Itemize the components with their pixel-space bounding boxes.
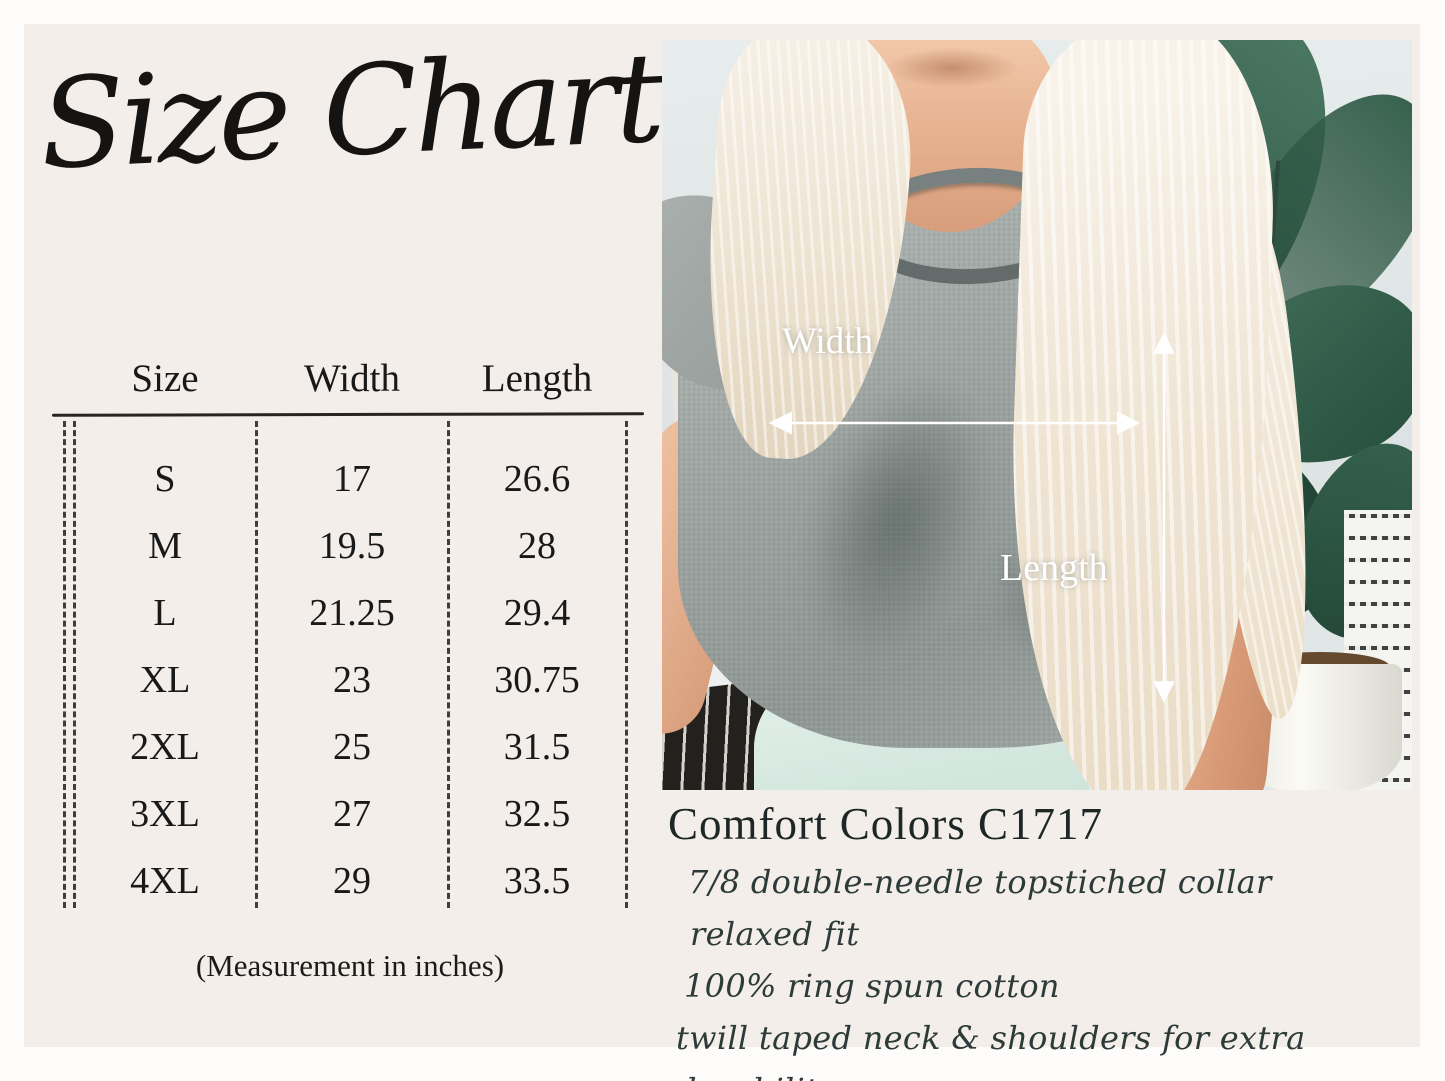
table-cell: 4XL [130, 859, 200, 902]
table-cell: 29 [333, 859, 371, 902]
table-cell: XL [139, 658, 191, 701]
feature-item: relaxed fit [690, 915, 860, 953]
table-cell: 32.5 [503, 792, 571, 835]
table-vertical-rule [255, 421, 258, 908]
table-cell: 27 [333, 792, 371, 835]
feature-item: 7/8 double-needle topstiched collar [688, 863, 1272, 901]
table-cell: 26.6 [503, 457, 571, 500]
table-cell: 21.25 [309, 591, 395, 634]
table-cell: 29.4 [503, 591, 571, 634]
table-cell: 30.75 [494, 658, 580, 701]
size-table-body: S 17 26.6 M 19.5 28 L 21.25 29.4 XL 23 3… [74, 445, 626, 914]
table-cell: 3XL [130, 792, 200, 835]
table-cell: 25 [333, 725, 371, 768]
product-name: Comfort Colors C1717 [668, 799, 1104, 849]
measurement-note: (Measurement in inches) [195, 948, 505, 983]
length-annotation-label: Length [1000, 547, 1108, 589]
table-cell: L [153, 591, 177, 634]
table-vertical-rule [447, 421, 450, 908]
table-cell: 23 [333, 658, 371, 701]
table-cell: 31.5 [503, 725, 571, 768]
table-vertical-rule [73, 421, 76, 908]
column-header-width: Width [304, 356, 400, 400]
table-cell: 28 [518, 524, 556, 567]
table-cell: 19.5 [318, 524, 386, 567]
feature-item: twill taped neck & shoulders for extra d… [676, 1019, 1306, 1081]
table-cell: 2XL [130, 725, 200, 768]
product-photo: Océan Width Length [662, 40, 1412, 790]
table-vertical-rule [63, 421, 66, 908]
width-annotation-label: Width [782, 321, 874, 362]
page-title: Size Chart [37, 26, 664, 198]
table-cell: M [148, 524, 182, 567]
chin-shadow [887, 48, 1017, 88]
column-header-length: Length [481, 356, 593, 400]
size-table-header: Size Width Length [74, 352, 626, 404]
column-header-size: Size [131, 356, 199, 400]
product-feature-list: 7/8 double-needle topstiched collar rela… [676, 856, 1445, 1081]
table-cell: 33.5 [503, 859, 571, 902]
table-cell: 17 [333, 457, 371, 500]
table-vertical-rule [625, 421, 628, 908]
table-cell: S [154, 457, 176, 500]
measurement-arrows [768, 332, 1175, 703]
feature-item: 100% ring spun cotton [684, 967, 1060, 1005]
